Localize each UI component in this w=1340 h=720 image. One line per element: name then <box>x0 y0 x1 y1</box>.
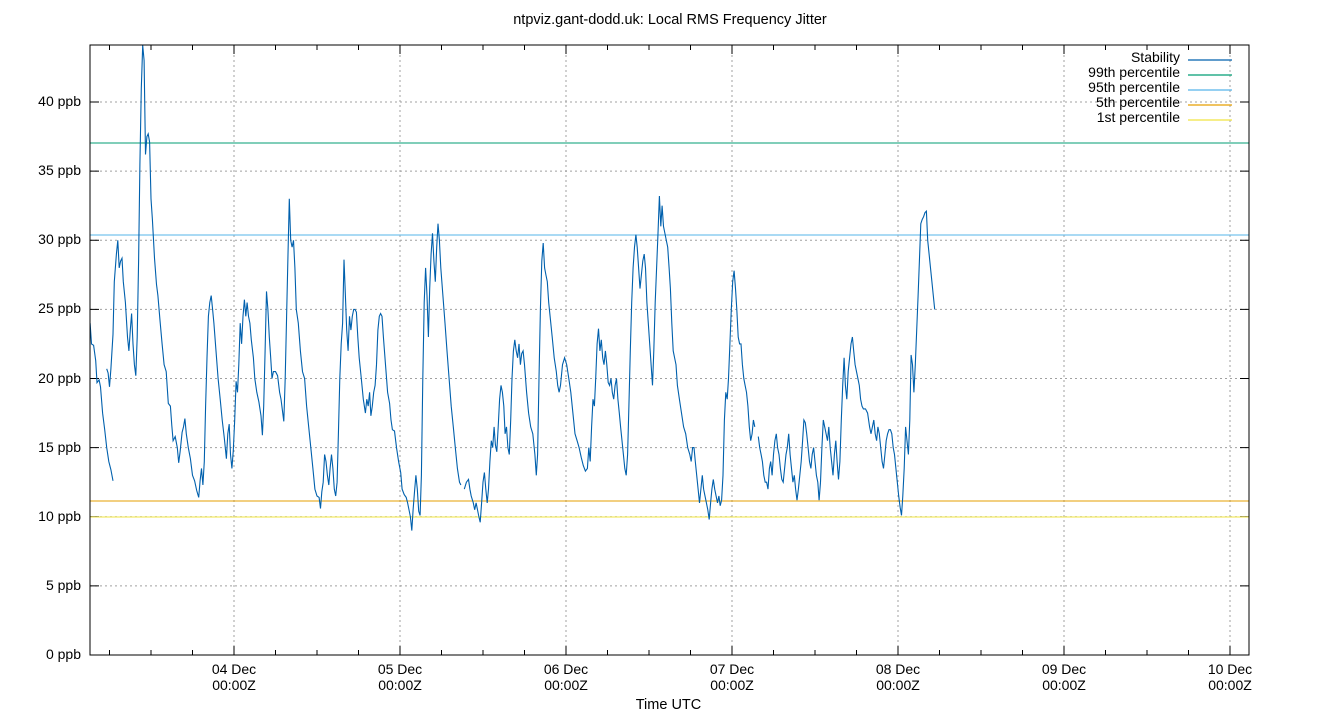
legend-item-5th: 5th percentile <box>1095 94 1180 110</box>
legend-item-99th: 99th percentile <box>1088 64 1180 80</box>
x-tick-label: 06 Dec 00:00Z <box>543 661 589 693</box>
stability-line <box>463 195 756 523</box>
y-tick-label: 40 ppb <box>38 93 81 109</box>
stability-line <box>757 209 936 516</box>
legend-item-95th: 95th percentile <box>1088 79 1180 95</box>
chart-title: ntpviz.gant-dodd.uk: Local RMS Frequency… <box>513 12 827 28</box>
x-tick-label: 04 Dec 00:00Z <box>211 661 257 693</box>
y-tick-label: 30 ppb <box>38 231 81 248</box>
x-tick-label: 05 Dec 00:00Z <box>377 661 423 693</box>
x-tick-label: 09 Dec 00:00Z <box>1041 661 1087 693</box>
x-axis-label: Time UTC <box>0 697 1340 713</box>
y-tick-label: 10 ppb <box>38 507 81 524</box>
y-tick-label: 15 ppb <box>38 438 81 455</box>
y-tick-label: 5 ppb <box>45 576 81 593</box>
y-tick-label: 35 ppb <box>38 162 81 179</box>
x-axis-label-text: Time UTC <box>635 697 702 713</box>
y-tick-label: 20 ppb <box>38 369 81 386</box>
x-tick-label: 08 Dec 00:00Z <box>875 661 921 693</box>
y-tick-label: 0 ppb <box>45 646 81 662</box>
y-tick-label: 25 ppb <box>38 300 81 317</box>
legend-item-1st: 1st percentile <box>1096 109 1180 125</box>
legend-item-stability: Stability <box>1130 49 1180 65</box>
x-tick-label: 07 Dec 00:00Z <box>709 661 755 693</box>
legend: Stability 99th percentile 95th percentil… <box>1088 50 1180 125</box>
stability-line <box>90 323 114 481</box>
x-tick-label: 10 Dec 00:00Z <box>1207 661 1253 693</box>
stability-line <box>106 45 462 531</box>
